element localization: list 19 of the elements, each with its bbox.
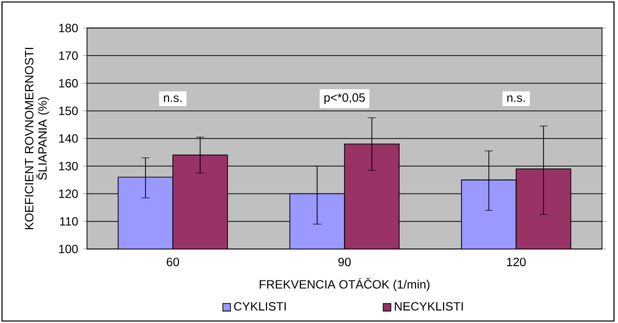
annotation: p<*0,05 [324, 93, 365, 104]
y-axis-title: KOEFICIENT ROVNOMERNOSTI ŠLIAPANIA (%) [24, 48, 50, 230]
y-tick-label: 110 [60, 217, 78, 226]
legend-label: NECYKLISTI [394, 302, 463, 311]
y-tick-label: 170 [59, 51, 78, 60]
y-tick-label: 100 [59, 244, 78, 254]
y-tick-label: 150 [59, 106, 78, 116]
annotation: n.s. [507, 95, 525, 102]
y-tick-label: 160 [59, 78, 78, 88]
x-tick-label: 120 [507, 258, 526, 266]
annotation: n.s. [164, 95, 182, 102]
y-tick-label: 140 [59, 134, 78, 143]
x-tick-label: 90 [338, 258, 351, 266]
x-axis-title: FREKVENCIA OTÁČOK (1/min) [260, 278, 430, 291]
y-tick-label: 130 [59, 162, 78, 170]
y-tick-label: 180 [59, 24, 78, 32]
y-tick-label: 120 [59, 189, 78, 198]
x-tick-label: 60 [166, 258, 180, 266]
legend-label: CYKLISTI [234, 302, 286, 311]
